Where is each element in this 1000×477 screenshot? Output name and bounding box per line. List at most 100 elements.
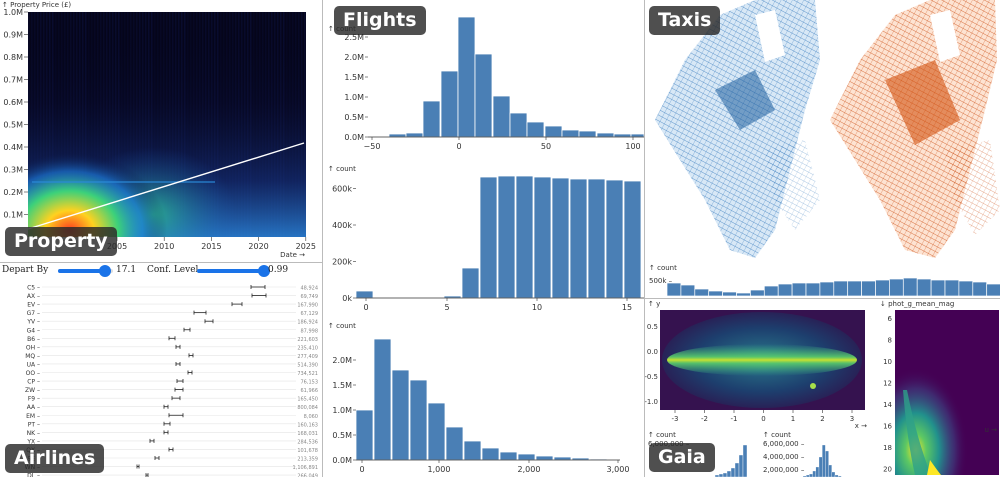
histogram-bar[interactable] (791, 282, 807, 297)
histogram-bar[interactable] (561, 129, 580, 138)
histogram-bar[interactable] (481, 447, 500, 461)
airline-row[interactable]: B6 – 221,603 (27, 336, 318, 343)
flights-panel[interactable]: ↑ count0.0M0.5M1.0M1.5M2.0M2.5M−50050100… (322, 0, 644, 477)
airline-row[interactable]: ZW – 61,966 (25, 387, 318, 394)
airline-row[interactable]: AA – 800,084 (27, 404, 318, 411)
airline-row[interactable]: YV – 186,924 (26, 319, 318, 326)
histogram-bar[interactable] (479, 176, 498, 299)
histogram-bar[interactable] (875, 279, 890, 297)
histogram-bar[interactable] (831, 471, 836, 477)
conf-level-slider[interactable] (197, 265, 271, 277)
histogram-bar[interactable] (526, 121, 545, 138)
airline-row[interactable]: YX – 284,536 (26, 438, 318, 445)
gaia-histogram-2[interactable] (802, 444, 842, 477)
histogram-bar[interactable] (708, 290, 723, 297)
gaia-magnitude-plot[interactable] (895, 310, 999, 475)
histogram-bar[interactable] (902, 277, 918, 297)
histogram-bar[interactable] (605, 179, 624, 299)
histogram-bar[interactable] (492, 95, 511, 138)
depart-by-slider-handle[interactable] (98, 265, 111, 277)
histogram-bar[interactable] (427, 402, 446, 461)
histogram-bar[interactable] (474, 53, 493, 138)
histogram-bar[interactable] (822, 444, 826, 477)
histogram-bar[interactable] (734, 462, 740, 477)
property-heatmap-chart[interactable]: 0.1M 0.2M 0.3M 0.4M 0.5M 0.6M 0.7M 0.8M 0.9M 1.0M… (0, 0, 322, 262)
airline-row[interactable]: C5 – 48,924 (27, 285, 318, 292)
histogram-bar[interactable] (461, 267, 480, 299)
airline-row[interactable]: MQ – 277,409 (25, 353, 318, 360)
histogram-bar[interactable] (388, 133, 407, 138)
gaia-charts[interactable]: ↑ y 0.50.0-0.5-1.0 -3 -2 -1 0 1 2 3 x → ↓ phot… (645, 300, 1000, 477)
airline-row[interactable]: CP – 76,153 (27, 379, 318, 386)
histogram-bar[interactable] (722, 291, 737, 297)
histogram-bar[interactable] (986, 283, 1000, 297)
histogram-bar[interactable] (409, 379, 428, 461)
histogram-bar[interactable] (391, 369, 410, 461)
histogram-bar[interactable] (828, 464, 832, 477)
histogram-bar[interactable] (694, 288, 710, 297)
histogram-bar[interactable] (497, 175, 516, 299)
histogram-bar[interactable] (535, 455, 554, 461)
airline-row[interactable]: G4 – 87,998 (27, 327, 318, 334)
histogram-bar[interactable] (457, 16, 476, 138)
histogram-bar[interactable] (730, 467, 736, 477)
airline-row[interactable]: OH – 235,410 (26, 344, 318, 351)
histogram-bar[interactable] (944, 279, 960, 297)
airline-row[interactable]: PT – 160,163 (28, 421, 318, 428)
histogram-bar[interactable] (736, 292, 751, 297)
histogram-bar[interactable] (440, 70, 459, 138)
histogram-bar[interactable] (623, 180, 642, 299)
taxi-dropoff-map[interactable] (830, 0, 1000, 258)
histogram-bar[interactable] (861, 280, 876, 297)
histogram-bar[interactable] (819, 281, 835, 297)
gaia-histogram-1[interactable] (714, 444, 748, 477)
histogram-bar[interactable] (517, 453, 536, 461)
histogram-bar[interactable] (578, 130, 597, 138)
airline-row[interactable]: NK – 168,031 (27, 430, 318, 437)
airline-row[interactable]: F9 – 165,450 (28, 396, 318, 403)
histogram-bar[interactable] (509, 112, 528, 138)
histogram-bar[interactable] (726, 470, 732, 477)
airline-row[interactable]: UA – 514,390 (27, 361, 318, 368)
taxis-panel[interactable]: ↑ count 500k – Taxis (645, 0, 1000, 300)
depart-by-slider[interactable] (58, 265, 113, 277)
histogram-bar[interactable] (596, 132, 615, 138)
histogram-bar[interactable] (569, 178, 588, 299)
flights-histogram-distance[interactable]: ↑ count 0.0M 0.5M 1.0M 1.5M 2.0M 0 1,000 2,000 3,… (328, 322, 629, 474)
histogram-bar[interactable] (533, 176, 552, 299)
histogram-bar[interactable] (613, 133, 632, 138)
taxis-histogram[interactable] (666, 277, 1000, 297)
histogram-bar[interactable] (833, 280, 849, 297)
histogram-bar[interactable] (958, 280, 974, 297)
histogram-bar[interactable] (812, 470, 816, 477)
histogram-bar[interactable] (815, 466, 820, 477)
airline-row[interactable]: DL – 266,049 (27, 473, 318, 477)
histogram-bar[interactable] (499, 451, 518, 461)
histogram-bar[interactable] (777, 283, 793, 297)
histogram-bar[interactable] (847, 280, 862, 297)
airline-row[interactable]: G7 – 67,129 (27, 310, 318, 317)
histogram-bar[interactable] (750, 289, 765, 297)
airline-row[interactable]: EV – 167,990 (27, 302, 318, 309)
flights-histograms[interactable]: ↑ count0.0M0.5M1.0M1.5M2.0M2.5M−50050100… (322, 0, 644, 477)
histogram-bar[interactable] (680, 284, 696, 297)
histogram-bar[interactable] (818, 456, 823, 477)
histogram-bar[interactable] (738, 454, 744, 477)
histogram-bar[interactable] (463, 440, 482, 461)
histogram-bar[interactable] (722, 472, 728, 477)
histogram-bar[interactable] (553, 456, 572, 461)
airlines-panel[interactable]: Depart By 17.1 Conf. Level 0.99 C5 – 48,9… (0, 262, 322, 477)
histogram-bar[interactable] (763, 285, 779, 297)
histogram-bar[interactable] (587, 178, 606, 299)
airline-row[interactable]: EM – 8,060 (26, 413, 318, 420)
histogram-bar[interactable] (916, 278, 932, 297)
flights-histogram-hour[interactable]: ↑ count 0k 200k 400k 600k 0 5 10 15 (328, 165, 644, 312)
histogram-bar[interactable] (972, 281, 988, 297)
histogram-bar[interactable] (630, 133, 644, 138)
histogram-bar[interactable] (825, 450, 829, 477)
histogram-bar[interactable] (422, 100, 441, 138)
histogram-bar[interactable] (373, 338, 392, 461)
histogram-bar[interactable] (544, 125, 563, 138)
histogram-bar[interactable] (355, 409, 374, 461)
